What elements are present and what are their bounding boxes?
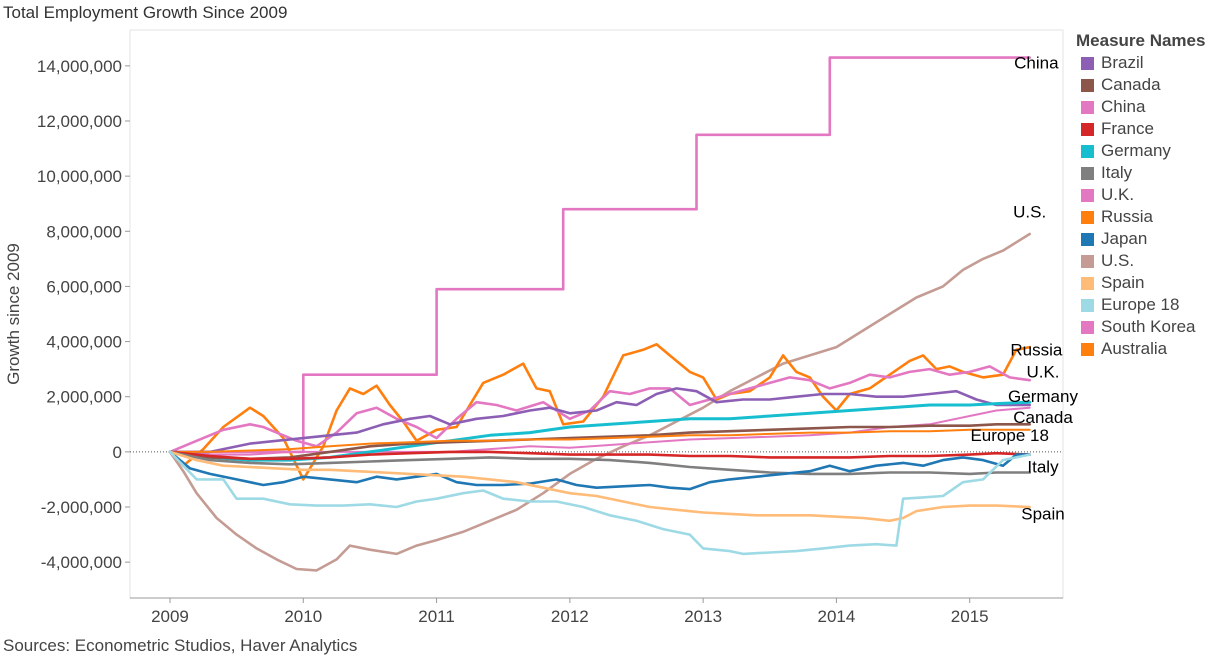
legend-label: Italy (1101, 163, 1133, 182)
legend-item[interactable]: Italy (1076, 162, 1223, 184)
series-line-australia (169, 428, 1031, 453)
y-tick-label: 10,000,000 (37, 167, 122, 186)
legend-label: U.K. (1101, 185, 1135, 204)
x-tick-label: 2012 (551, 607, 589, 626)
legend-label: Brazil (1101, 53, 1144, 72)
legend-label: Canada (1101, 75, 1161, 94)
legend-item[interactable]: Australia (1076, 338, 1223, 360)
chart-title: Total Employment Growth Since 2009 (3, 3, 288, 22)
y-tick-label: 8,000,000 (46, 222, 122, 241)
legend-swatch (1081, 254, 1094, 268)
y-tick-label: -4,000,000 (41, 553, 122, 572)
legend-label: Europe 18 (1101, 295, 1180, 314)
y-tick-label: 0 (113, 443, 122, 462)
legend-item[interactable]: South Korea (1076, 316, 1223, 338)
line-end-label: China (1014, 54, 1059, 73)
y-tick-label: 4,000,000 (46, 333, 122, 352)
legend-swatch (1081, 56, 1094, 70)
legend-swatch (1081, 100, 1094, 114)
y-tick-label: 2,000,000 (46, 388, 122, 407)
legend-item[interactable]: Russia (1076, 206, 1223, 228)
series-line-u-s- (168, 232, 1031, 572)
legend-label: France (1101, 119, 1154, 138)
legend-label: Germany (1101, 141, 1171, 160)
line-end-label: Canada (1013, 408, 1073, 427)
line-end-label: U.K. (1026, 362, 1059, 381)
legend: Measure Names Brazil Canada China France Ger… (1076, 30, 1223, 360)
legend-item[interactable]: Germany (1076, 140, 1223, 162)
legend-swatch (1081, 232, 1094, 246)
legend-item[interactable]: Canada (1076, 74, 1223, 96)
legend-swatch (1081, 78, 1094, 92)
legend-item[interactable]: Spain (1076, 272, 1223, 294)
x-tick-label: 2014 (818, 607, 856, 626)
legend-swatch (1081, 188, 1094, 202)
series-line-japan (168, 450, 1031, 491)
legend-label: Australia (1101, 339, 1168, 358)
series-line-spain (168, 450, 1031, 523)
series-line-brazil (168, 387, 1031, 454)
line-end-label: U.S. (1013, 202, 1046, 221)
legend-title: Measure Names (1076, 31, 1206, 50)
legend-swatch (1081, 342, 1094, 356)
x-tick-label: 2013 (684, 607, 722, 626)
legend-swatch (1081, 122, 1094, 136)
legend-item[interactable]: U.S. (1076, 250, 1223, 272)
y-tick-label: -2,000,000 (41, 498, 122, 517)
line-end-label: Germany (1008, 387, 1078, 406)
x-tick-label: 2010 (284, 607, 322, 626)
series-line-russia (168, 343, 1031, 481)
legend-item[interactable]: U.K. (1076, 184, 1223, 206)
legend-label: South Korea (1101, 317, 1196, 336)
y-axis-label: Growth since 2009 (4, 243, 23, 385)
series-line-canada (168, 423, 1031, 461)
series-line-china (168, 56, 1031, 454)
series-line-europe-18 (168, 450, 1031, 556)
x-tick-label: 2015 (951, 607, 989, 626)
legend-item[interactable]: France (1076, 118, 1223, 140)
legend-swatch (1081, 166, 1094, 180)
y-tick-label: 6,000,000 (46, 277, 122, 296)
line-end-label: Italy (1027, 458, 1059, 477)
legend-label: China (1101, 97, 1146, 116)
legend-swatch (1081, 320, 1094, 334)
legend-label: Japan (1101, 229, 1148, 248)
x-tick-label: 2011 (418, 607, 455, 626)
legend-items: Brazil Canada China France Germany Italy U.K. R… (1076, 52, 1223, 360)
legend-item[interactable]: Japan (1076, 228, 1223, 250)
legend-label: Russia (1101, 207, 1153, 226)
x-tick-label: 2009 (151, 607, 189, 626)
series-line-france (168, 450, 1031, 461)
plot-frame (129, 29, 1064, 599)
y-tick-label: 12,000,000 (37, 112, 122, 131)
y-tick-label: 14,000,000 (37, 57, 122, 76)
line-end-label: Europe 18 (970, 426, 1048, 445)
legend-label: Spain (1101, 273, 1145, 292)
series-line-italy (168, 450, 1031, 476)
legend-label: U.S. (1101, 251, 1135, 270)
legend-item[interactable]: Europe 18 (1076, 294, 1223, 316)
line-end-label: Spain (1021, 504, 1064, 523)
legend-item[interactable]: Brazil (1076, 52, 1223, 74)
source-note: Sources: Econometric Studios, Haver Anal… (3, 636, 358, 655)
legend-swatch (1081, 298, 1094, 312)
legend-swatch (1081, 276, 1094, 290)
legend-swatch (1081, 144, 1094, 158)
line-end-label: Russia (1010, 340, 1063, 359)
legend-swatch (1081, 210, 1094, 224)
legend-item[interactable]: China (1076, 96, 1223, 118)
